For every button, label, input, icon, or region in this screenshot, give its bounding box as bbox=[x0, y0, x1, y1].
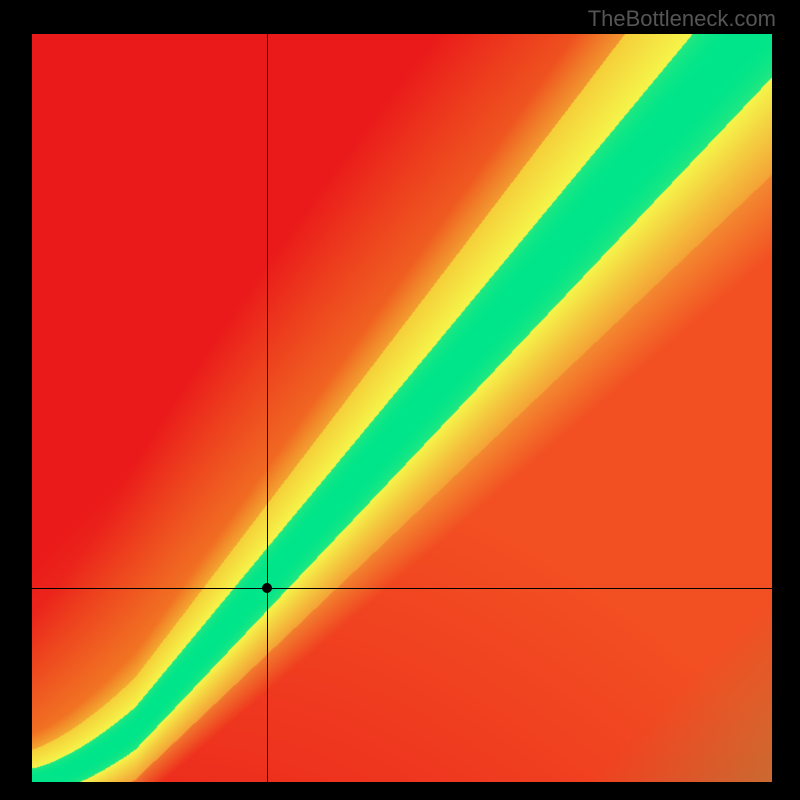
crosshair-horizontal bbox=[32, 588, 772, 589]
watermark-text: TheBottleneck.com bbox=[588, 6, 776, 32]
plot-frame bbox=[32, 34, 772, 782]
figure-root: TheBottleneck.com bbox=[0, 0, 800, 800]
crosshair-marker-dot bbox=[262, 583, 272, 593]
crosshair-vertical bbox=[267, 34, 268, 782]
bottleneck-heatmap bbox=[32, 34, 772, 782]
